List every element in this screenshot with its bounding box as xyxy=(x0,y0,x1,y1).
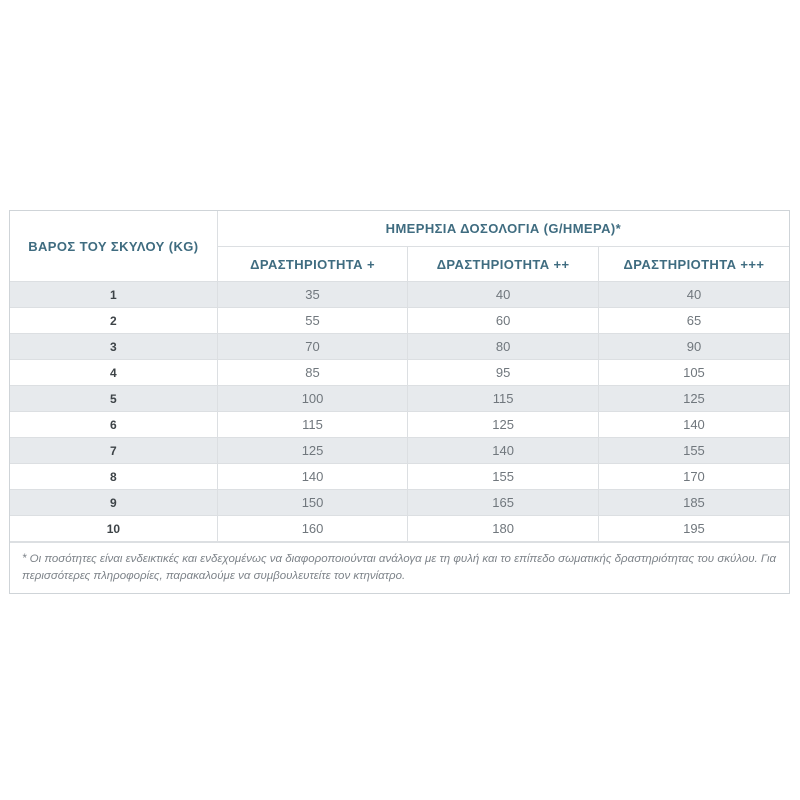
dosage-cell: 140 xyxy=(216,463,409,490)
table-row: 10 160 180 195 xyxy=(10,515,789,542)
dosage-cell: 80 xyxy=(407,333,599,360)
dosage-cell: 165 xyxy=(407,489,599,516)
table-row: 2 55 60 65 xyxy=(10,307,789,334)
table-row: 4 85 95 105 xyxy=(10,359,789,386)
weight-cell: 5 xyxy=(10,385,218,412)
dosage-cell: 85 xyxy=(216,359,409,386)
dosage-cell: 185 xyxy=(597,489,789,516)
dosage-cell: 40 xyxy=(597,281,789,308)
table-row: 3 70 80 90 xyxy=(10,333,789,360)
dosage-cell: 105 xyxy=(597,359,789,386)
dosage-cell: 100 xyxy=(216,385,409,412)
weight-cell: 9 xyxy=(10,489,218,516)
weight-cell: 2 xyxy=(10,307,218,334)
table-row: 5 100 115 125 xyxy=(10,385,789,412)
dosage-cell: 70 xyxy=(216,333,409,360)
weight-column-header: ΒΑΡΟΣ ΤΟΥ ΣΚΥΛΟΥ (KG) xyxy=(10,211,218,282)
table-row: 7 125 140 155 xyxy=(10,437,789,464)
dosage-cell: 115 xyxy=(407,385,599,412)
dosage-cell: 55 xyxy=(216,307,409,334)
table-row: 6 115 125 140 xyxy=(10,411,789,438)
dosage-cell: 60 xyxy=(407,307,599,334)
dosage-cell: 160 xyxy=(216,515,409,542)
dosage-cell: 115 xyxy=(216,411,409,438)
dosage-cell: 125 xyxy=(597,385,789,412)
activity-plus-plus-header: ΔΡΑΣΤΗΡΙΟΤΗΤΑ ++ xyxy=(407,246,599,282)
dosage-cell: 35 xyxy=(216,281,409,308)
dosage-cell: 140 xyxy=(597,411,789,438)
activity-plus-header: ΔΡΑΣΤΗΡΙΟΤΗΤΑ + xyxy=(217,246,409,282)
dosage-cell: 125 xyxy=(407,411,599,438)
dosage-cell: 140 xyxy=(407,437,599,464)
daily-dosage-header: ΗΜΕΡΗΣΙΑ ΔΟΣΟΛΟΓΙΑ (G/ΗΜΕΡΑ)* xyxy=(216,211,789,247)
table-body: 1 35 40 40 2 55 60 65 3 70 80 90 4 85 95 105 5 100 115 125 6… xyxy=(10,281,789,542)
dosage-cell: 170 xyxy=(597,463,789,490)
table-row: 9 150 165 185 xyxy=(10,489,789,516)
activity-plus-plus-plus-header: ΔΡΑΣΤΗΡΙΟΤΗΤΑ +++ xyxy=(597,246,789,282)
table-header: ΒΑΡΟΣ ΤΟΥ ΣΚΥΛΟΥ (KG) ΗΜΕΡΗΣΙΑ ΔΟΣΟΛΟΓΙΑ… xyxy=(10,211,789,282)
dosage-cell: 195 xyxy=(597,515,789,542)
weight-cell: 4 xyxy=(10,359,218,386)
dosage-cell: 155 xyxy=(407,463,599,490)
dosage-cell: 125 xyxy=(216,437,409,464)
weight-cell: 6 xyxy=(10,411,218,438)
dosage-cell: 180 xyxy=(407,515,599,542)
dosage-cell: 65 xyxy=(597,307,789,334)
table-row: 1 35 40 40 xyxy=(10,281,789,308)
weight-cell: 3 xyxy=(10,333,218,360)
dosage-cell: 150 xyxy=(216,489,409,516)
footnote: * Οι ποσότητες είναι ενδεικτικές και ενδ… xyxy=(10,542,789,594)
dosage-cell: 90 xyxy=(597,333,789,360)
feeding-table-container: ΒΑΡΟΣ ΤΟΥ ΣΚΥΛΟΥ (KG) ΗΜΕΡΗΣΙΑ ΔΟΣΟΛΟΓΙΑ… xyxy=(9,210,790,595)
weight-cell: 8 xyxy=(10,463,218,490)
table-row: 8 140 155 170 xyxy=(10,463,789,490)
weight-cell: 1 xyxy=(10,281,218,308)
dosage-cell: 155 xyxy=(597,437,789,464)
weight-cell: 10 xyxy=(10,515,218,542)
feeding-table: ΒΑΡΟΣ ΤΟΥ ΣΚΥΛΟΥ (KG) ΗΜΕΡΗΣΙΑ ΔΟΣΟΛΟΓΙΑ… xyxy=(10,211,789,542)
weight-cell: 7 xyxy=(10,437,218,464)
dosage-cell: 40 xyxy=(407,281,599,308)
dosage-cell: 95 xyxy=(407,359,599,386)
